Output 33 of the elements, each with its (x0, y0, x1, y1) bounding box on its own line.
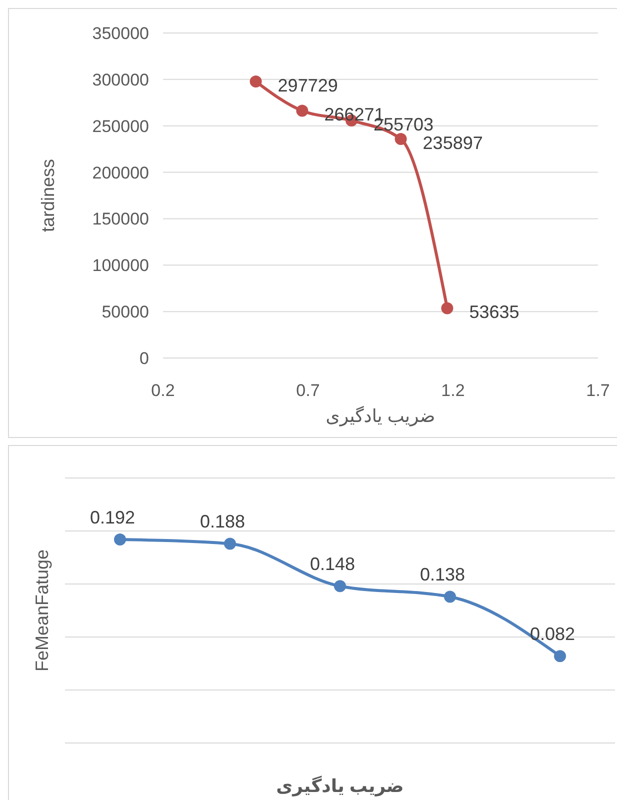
point (250, 76, 262, 88)
point (224, 538, 236, 550)
data-label: 297729 (278, 76, 338, 96)
point (394, 132, 407, 145)
y-tick-label: 300000 (92, 70, 149, 90)
y-tick-label: 200000 (92, 163, 149, 182)
point (444, 590, 456, 603)
x-axis-title: ضریب یادگیری (276, 775, 404, 797)
x-tick-label: 0.2 (151, 381, 175, 400)
y-tick-label: 250000 (92, 116, 149, 136)
data-label: 0.192 (90, 507, 136, 528)
point (296, 104, 308, 117)
y-axis-title: tardiness (38, 158, 58, 232)
data-label: 0.082 (530, 624, 576, 644)
point (554, 650, 566, 662)
point (441, 302, 454, 314)
y-tick-label: 350000 (92, 24, 149, 43)
data-label: 0.188 (200, 512, 246, 532)
x-tick-label: 1.7 (586, 381, 610, 400)
x-tick-label: 0.7 (296, 381, 320, 400)
data-label: 0.138 (420, 564, 466, 585)
x-axis-title: ضریب یادگیری (326, 405, 436, 427)
y-tick-label: 0 (140, 349, 149, 368)
data-label: 235897 (422, 132, 483, 153)
point (114, 533, 126, 546)
data-label: 53635 (469, 302, 520, 322)
y-tick-label: 50000 (102, 302, 149, 322)
data-label: 0.148 (310, 554, 356, 574)
point (334, 580, 346, 592)
y-axis-title: FeMeanFatuge (32, 549, 52, 672)
x-tick-label: 1.2 (441, 381, 465, 400)
y-tick-label: 100000 (92, 256, 149, 276)
y-tick-label: 150000 (92, 210, 149, 229)
